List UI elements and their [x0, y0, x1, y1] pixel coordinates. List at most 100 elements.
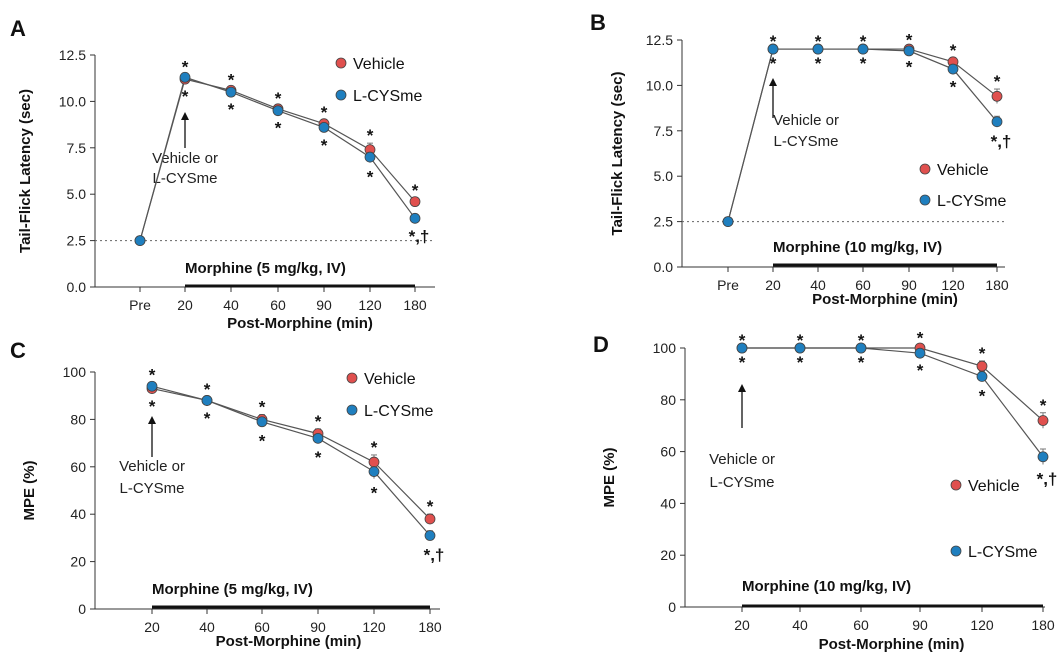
panel-c-series-line-l-cysme — [151, 385, 431, 536]
panel-d-x-axis-title: Post-Morphine (min) — [819, 636, 965, 653]
panel-a-x-tick-label: 20 — [177, 297, 193, 313]
panel-b-x-tick-label: 90 — [901, 277, 917, 293]
panel-b-annotation-arrowhead — [769, 78, 777, 86]
panel-c-annotation-arrowhead — [148, 416, 156, 424]
panel-b-point-l-cysme — [812, 43, 824, 55]
panel-b-x-tick-label: 120 — [941, 277, 965, 293]
panel-a-star-below: * — [182, 87, 189, 106]
panel-c-letter: C — [10, 338, 26, 363]
panel-a-x-tick-label: Pre — [129, 297, 151, 313]
panel-c-star-below: * — [149, 397, 156, 416]
panel-c-y-tick-label: 20 — [70, 554, 86, 570]
panel-a-x-tick-label: 40 — [223, 297, 239, 313]
panel-a-y-tick-label: 5.0 — [67, 186, 87, 202]
panel-a-point-vehicle — [409, 196, 421, 208]
panel-a-star-below: * — [228, 100, 235, 119]
panel-a-y-tick-label: 0.0 — [67, 279, 87, 295]
panel-b-star-below: *,† — [991, 132, 1012, 151]
panel-b-y-tick-label: 10.0 — [646, 77, 673, 93]
panel-c-star-below: * — [315, 448, 322, 467]
panel-b-y-tick-label: 7.5 — [654, 123, 674, 139]
panel-b-legend-marker-vehicle — [919, 163, 931, 175]
panel-c-legend-marker-l-cysme — [346, 404, 358, 416]
panel-d-y-tick-label: 80 — [660, 392, 676, 408]
panel-d-point-l-cysme — [1037, 451, 1049, 463]
panel-c-annotation-line: L-CYSme — [119, 480, 184, 497]
panel-c-y-tick-label: 40 — [70, 506, 86, 522]
panel-a-point-l-cysme — [318, 121, 330, 133]
panel-c-point-l-cysme — [146, 380, 158, 392]
panel-d-star-below: * — [858, 353, 865, 372]
panel-c-y-axis-title: MPE (%) — [21, 460, 38, 520]
panel-c-point-l-cysme — [256, 416, 268, 428]
panel-d-star-above: * — [917, 328, 924, 347]
panel-b-point-l-cysme — [947, 63, 959, 75]
panel-a-star-above: * — [367, 126, 374, 145]
panel-d-x-tick-label: 20 — [734, 617, 750, 633]
panel-d-letter: D — [593, 332, 609, 357]
panel-a-annotation-line: L-CYSme — [152, 170, 217, 187]
panel-c-point-vehicle — [424, 513, 436, 525]
panel-d-y-tick-label: 0 — [668, 599, 676, 615]
panel-a-point-l-cysme — [409, 212, 421, 224]
panel-a-star-above: * — [412, 181, 419, 200]
panel-c-y-tick-label: 60 — [70, 459, 86, 475]
panel-c-morphine-label: Morphine (5 mg/kg, IV) — [152, 581, 313, 598]
panel-a-letter: A — [10, 16, 26, 41]
panel-b-y-tick-label: 5.0 — [654, 168, 674, 184]
panel-a-star-above: * — [275, 89, 282, 108]
panel-d-annotation-line: Vehicle or — [709, 451, 775, 468]
panel-d-star-below: * — [797, 353, 804, 372]
panel-b-annotation-line: L-CYSme — [773, 133, 838, 150]
panel-c-star-below: * — [204, 409, 211, 428]
panel-c-star-above: * — [149, 366, 156, 385]
panel-d-y-tick-label: 40 — [660, 495, 676, 511]
panel-d-legend-label: Vehicle — [968, 478, 1020, 495]
panel-a-x-tick-label: 120 — [358, 297, 382, 313]
panel-c-star-above: * — [204, 380, 211, 399]
panel-a-star-below: * — [367, 168, 374, 187]
panel-b-star-below: * — [770, 54, 777, 73]
panel-d-star-above: * — [797, 331, 804, 350]
panel-a-annotation-line: Vehicle or — [152, 150, 218, 167]
panel-a-star-below: * — [321, 136, 328, 155]
panel-a-y-tick-label: 12.5 — [59, 47, 86, 63]
panel-d-series-line-vehicle — [742, 347, 1044, 421]
panel-d-x-tick-label: 120 — [970, 617, 994, 633]
panel-b-x-tick-label: 180 — [985, 277, 1009, 293]
panel-d-point-vehicle — [1037, 415, 1049, 426]
panel-a-point-l-cysme — [225, 86, 237, 98]
panel-c-star-below: *,† — [424, 545, 445, 564]
panel-d-point-l-cysme — [736, 342, 748, 354]
panel-b-point-vehicle — [991, 90, 1003, 102]
panel-d-morphine-label: Morphine (10 mg/kg, IV) — [742, 578, 911, 595]
panel-b-x-tick-label: Pre — [717, 277, 739, 293]
panel-c-star-above: * — [427, 497, 434, 516]
panel-a-x-axis-title: Post-Morphine (min) — [227, 315, 373, 332]
panel-c-star-above: * — [371, 438, 378, 457]
panel-b-legend-label: L-CYSme — [937, 193, 1006, 210]
panel-c-legend-label: Vehicle — [364, 371, 416, 388]
panel-c-point-l-cysme — [424, 530, 436, 541]
panel-b-x-axis-title: Post-Morphine (min) — [812, 291, 958, 308]
panel-a-annotation-arrowhead — [181, 112, 189, 120]
panel-a-point-l-cysme — [134, 235, 146, 247]
panel-c-x-tick-label: 90 — [310, 619, 326, 635]
panel-a-legend-marker-l-cysme — [335, 89, 347, 101]
panel-d-point-l-cysme — [794, 342, 806, 354]
panel-d-star-above: * — [1040, 396, 1047, 415]
panel-d-star-below: *,† — [1037, 470, 1058, 489]
panel-d-annotation-line: L-CYSme — [709, 474, 774, 491]
panel-d-point-l-cysme — [914, 347, 926, 359]
panel-a-legend-marker-vehicle — [335, 57, 347, 69]
panel-b-star-above: * — [770, 32, 777, 51]
panel-a-y-tick-label: 7.5 — [67, 140, 87, 156]
panel-b-point-l-cysme — [903, 45, 915, 57]
panel-d-star-below: * — [917, 361, 924, 380]
panel-a-y-axis-title: Tail-Flick Latency (sec) — [17, 89, 34, 253]
panel-a-x-tick-label: 180 — [403, 297, 427, 313]
panel-a-star-below: * — [275, 118, 282, 137]
panel-d-legend-label: L-CYSme — [968, 544, 1037, 561]
panel-c-y-tick-label: 100 — [63, 364, 87, 380]
